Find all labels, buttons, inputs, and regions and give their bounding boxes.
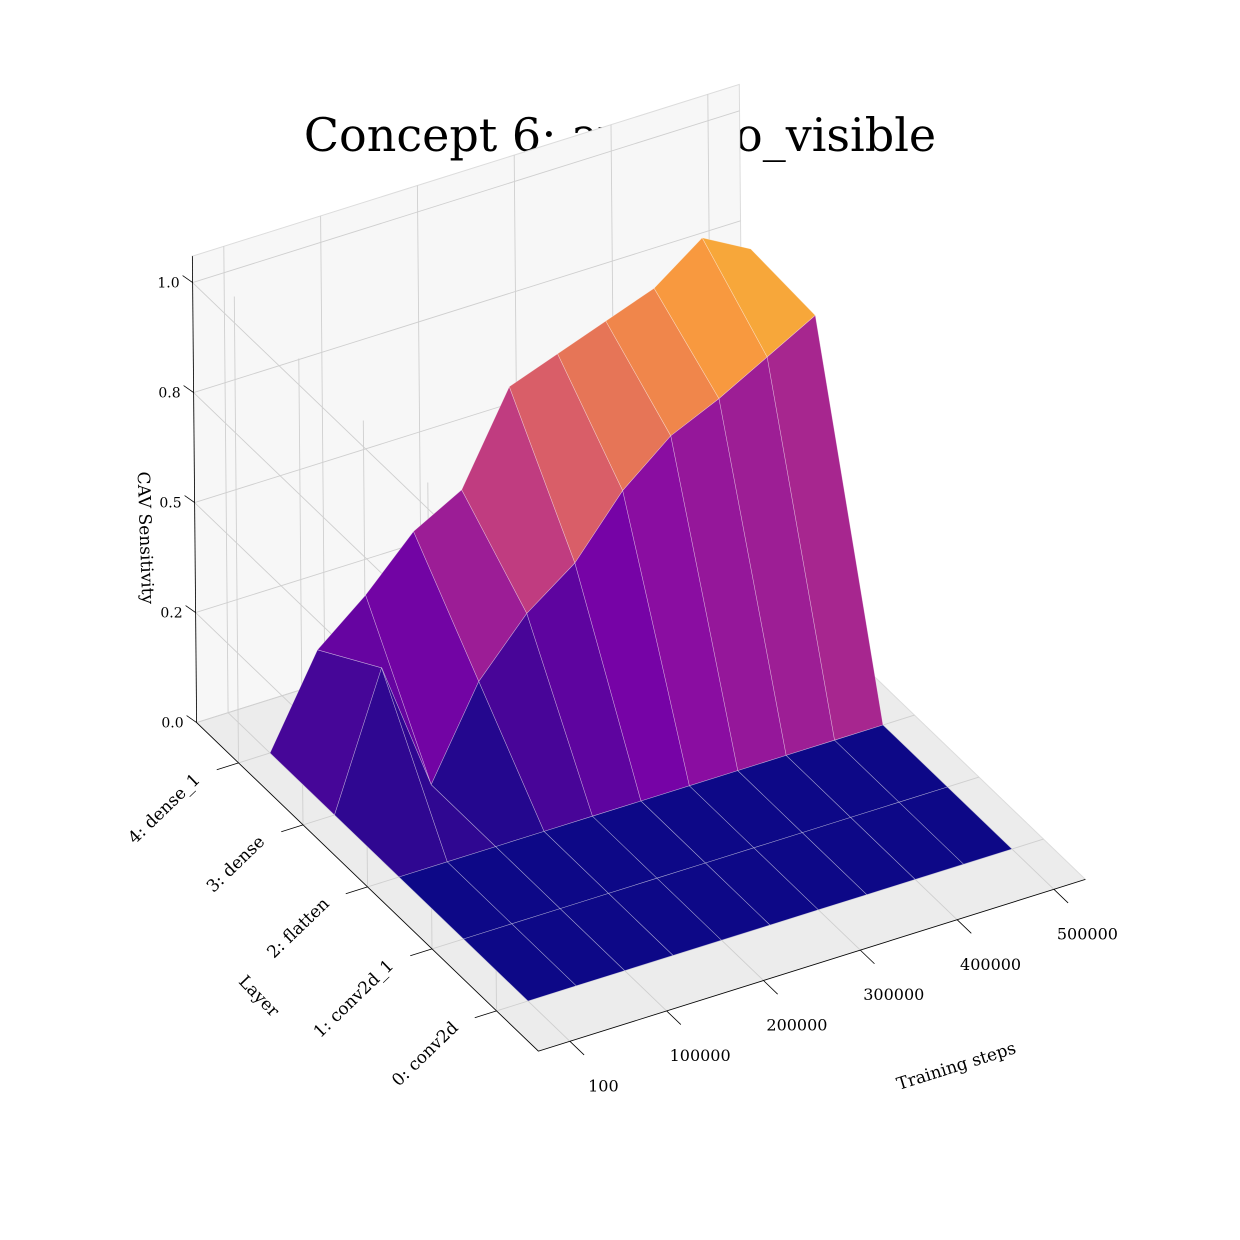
z-tick-label: 0.2 [160,606,182,622]
layer-tick [345,886,368,895]
layer-tick [410,948,433,957]
x-tick [666,1010,682,1025]
layer-tick-label: 2: flatten [263,894,333,963]
z-tick [185,605,196,613]
z-tick [182,275,193,283]
x-tick-label: 100 [588,1076,619,1095]
surface-patch [766,315,884,741]
layer-tick [281,824,304,833]
layer-tick-label: 1: conv2d_1 [310,956,398,1042]
z-axis-label: CAV Sensitivity [133,471,158,605]
z-tick-label: 0.5 [159,496,181,512]
z-tick [186,715,197,723]
layer-tick-label: 3: dense [203,832,269,897]
x-tick-label: 300000 [863,985,924,1004]
x-tick-label: 200000 [766,1016,827,1035]
x-tick-label: 400000 [960,955,1021,974]
surface-plot [269,237,1013,1002]
surface-patch [834,724,948,803]
x-axis-line [538,879,1086,1052]
x-tick [763,980,778,995]
x-tick [860,949,875,965]
x-tick-label: 100000 [670,1046,731,1065]
x-axis-label: Training steps [894,1038,1018,1094]
z-axis-line [191,256,198,723]
x-tick [956,919,972,934]
z-tick [184,495,195,503]
x-tick [1053,889,1069,904]
z-tick [183,385,194,393]
surface-patch [898,786,1013,865]
x-tick [569,1041,585,1056]
z-tick-label: 1.0 [157,276,179,292]
layer-tick-label: 0: conv2d [388,1018,462,1091]
z-tick-label: 0.8 [158,386,180,402]
layer-tick [216,762,239,771]
x-tick-label: 500000 [1057,924,1118,943]
z-tick-label: 0.0 [161,716,183,732]
layer-axis-label: Layer [234,972,283,1022]
layer-tick-label: 4: dense_1 [125,770,205,848]
layer-tick [474,1010,497,1019]
